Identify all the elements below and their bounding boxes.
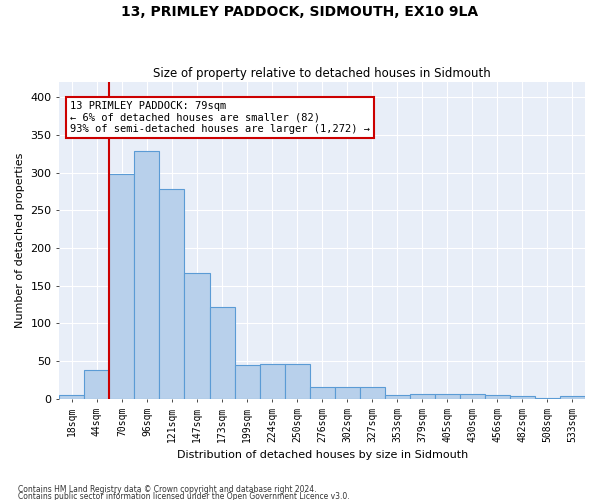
Text: Contains public sector information licensed under the Open Government Licence v3: Contains public sector information licen…	[18, 492, 350, 500]
Bar	[385, 395, 410, 399]
Bar	[284, 364, 310, 399]
Text: 13 PRIMLEY PADDOCK: 79sqm
← 6% of detached houses are smaller (82)
93% of semi-d: 13 PRIMLEY PADDOCK: 79sqm ← 6% of detach…	[70, 101, 370, 134]
Y-axis label: Number of detached properties: Number of detached properties	[15, 152, 25, 328]
Text: Contains HM Land Registry data © Crown copyright and database right 2024.: Contains HM Land Registry data © Crown c…	[18, 486, 317, 494]
Bar	[460, 394, 485, 399]
Bar	[85, 370, 109, 399]
Bar	[160, 189, 184, 399]
Bar	[410, 394, 435, 399]
Bar	[184, 273, 209, 399]
Bar	[109, 174, 134, 399]
Bar	[260, 364, 284, 399]
Bar	[485, 395, 510, 399]
Bar	[235, 365, 260, 399]
Bar	[134, 152, 160, 399]
Text: 13, PRIMLEY PADDOCK, SIDMOUTH, EX10 9LA: 13, PRIMLEY PADDOCK, SIDMOUTH, EX10 9LA	[121, 5, 479, 19]
Bar	[510, 396, 535, 399]
Bar	[360, 388, 385, 399]
Bar	[560, 396, 585, 399]
X-axis label: Distribution of detached houses by size in Sidmouth: Distribution of detached houses by size …	[176, 450, 468, 460]
Title: Size of property relative to detached houses in Sidmouth: Size of property relative to detached ho…	[153, 66, 491, 80]
Bar	[335, 388, 360, 399]
Bar	[209, 307, 235, 399]
Bar	[535, 398, 560, 399]
Bar	[435, 394, 460, 399]
Bar	[310, 388, 335, 399]
Bar	[59, 395, 85, 399]
